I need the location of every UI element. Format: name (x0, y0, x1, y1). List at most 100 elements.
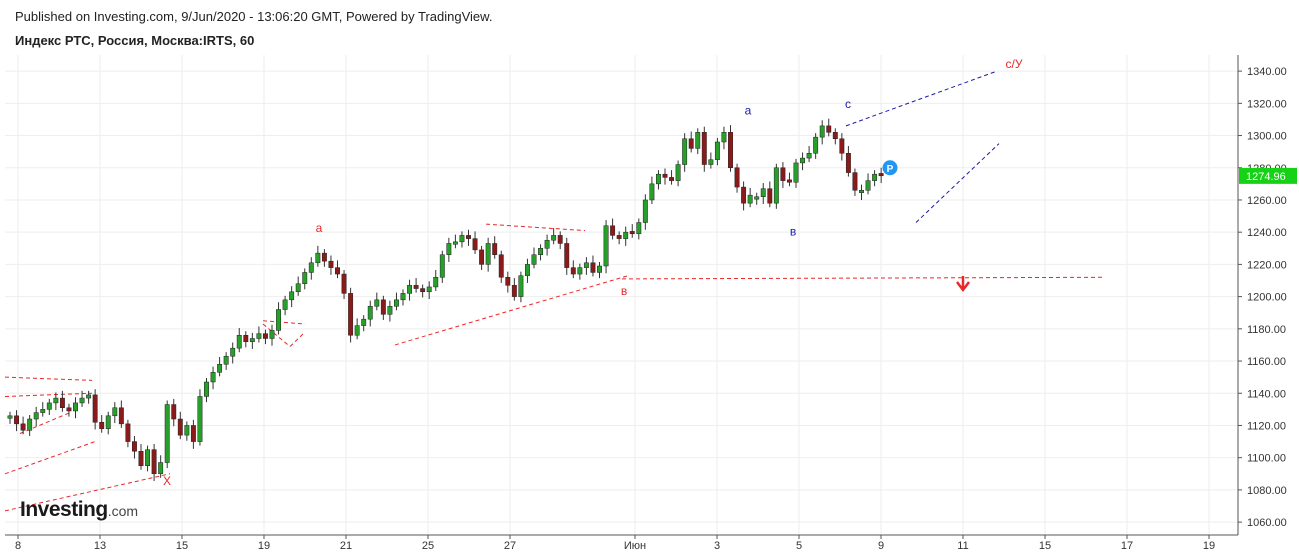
candle (197, 389, 203, 446)
price-tick-label: 1160.00 (1247, 356, 1286, 368)
candle-body (27, 418, 33, 431)
candle-body (695, 132, 701, 149)
candle (695, 128, 701, 155)
candle-body (760, 188, 766, 197)
candle-body (472, 238, 478, 251)
channel-line (915, 143, 1000, 223)
candle (20, 416, 26, 435)
candle-body (348, 293, 354, 336)
candle-body (459, 235, 465, 243)
price-tick-label: 1300.00 (1247, 131, 1287, 143)
candle (105, 411, 111, 435)
logo-name: Investing (20, 498, 108, 521)
candle (230, 342, 236, 364)
candle (177, 411, 183, 440)
wave-label: a (745, 104, 752, 118)
candle (793, 158, 799, 188)
candle-body (669, 177, 674, 181)
candle (479, 245, 485, 271)
candle-body (701, 132, 707, 165)
candle (832, 128, 838, 145)
time-tick-label: 9 (878, 540, 884, 552)
candle (256, 326, 262, 343)
candle-body (217, 364, 223, 373)
price-tick-label: 1220.00 (1247, 259, 1287, 271)
price-tick-label: 1240.00 (1247, 227, 1287, 239)
candle-body (538, 248, 543, 255)
candle (590, 255, 596, 277)
candle (819, 120, 825, 145)
candle (249, 332, 255, 349)
trend-line (621, 276, 1106, 280)
candle-body (40, 409, 46, 413)
candle (33, 406, 39, 427)
candle (577, 263, 583, 280)
candle-body (420, 288, 426, 293)
wave-label: с/У (1006, 57, 1023, 71)
candle (754, 192, 760, 205)
candle (308, 257, 314, 280)
time-tick-label: 25 (422, 540, 434, 552)
candle-body (452, 241, 458, 245)
candle (721, 126, 727, 150)
price-tick-label: 1320.00 (1247, 98, 1287, 110)
candle (27, 415, 33, 436)
candle-body (295, 283, 301, 293)
candle-body (505, 277, 511, 286)
candle-body (243, 335, 249, 342)
candle (315, 245, 321, 267)
candle-body (800, 157, 805, 164)
candle-body (354, 325, 360, 336)
candle-body (190, 425, 196, 442)
candle (780, 162, 786, 188)
candle-body (236, 335, 242, 349)
candle-body (518, 275, 524, 297)
candle (597, 261, 602, 279)
candle-body (675, 164, 681, 181)
candle (747, 187, 753, 208)
symbol-title: Индекс РТС, Россия, Москва:IRTS, 60 (15, 33, 255, 48)
candle (420, 284, 426, 298)
candle (538, 244, 543, 261)
trend-line (4, 392, 93, 397)
candle (446, 237, 452, 262)
candle-body (590, 262, 596, 273)
wave-label: X (163, 474, 171, 488)
candle (485, 237, 491, 272)
wave-label: c (845, 97, 851, 111)
candle (40, 402, 46, 417)
time-tick-label: 21 (340, 540, 352, 552)
candle (708, 152, 714, 169)
candle (380, 295, 386, 320)
time-tick-label: 19 (258, 540, 270, 552)
candle-body (73, 402, 78, 412)
candle-body (79, 397, 85, 404)
trend-line (4, 376, 93, 381)
candle-body (466, 235, 471, 239)
candle-body (859, 190, 864, 193)
time-tick-label: 15 (176, 540, 188, 552)
candle-body (223, 355, 229, 365)
candle-body (407, 285, 413, 294)
candle-body (544, 239, 550, 249)
price-tick-label: 1060.00 (1247, 517, 1287, 529)
candle (125, 419, 131, 448)
candle (583, 257, 589, 275)
candle-body (269, 330, 275, 339)
candle-body (400, 293, 406, 301)
candle (14, 410, 20, 432)
candle (701, 126, 707, 172)
candle-body (289, 291, 295, 301)
candle (800, 152, 805, 171)
candle (511, 278, 517, 301)
candle (459, 231, 465, 248)
last-price-badge (1239, 167, 1297, 184)
marker-label: P (887, 164, 894, 175)
candle (865, 173, 871, 195)
candle-body (256, 333, 262, 339)
candle (826, 118, 832, 137)
candle (525, 258, 530, 283)
wave-label: в (790, 224, 796, 238)
candle (557, 231, 563, 250)
